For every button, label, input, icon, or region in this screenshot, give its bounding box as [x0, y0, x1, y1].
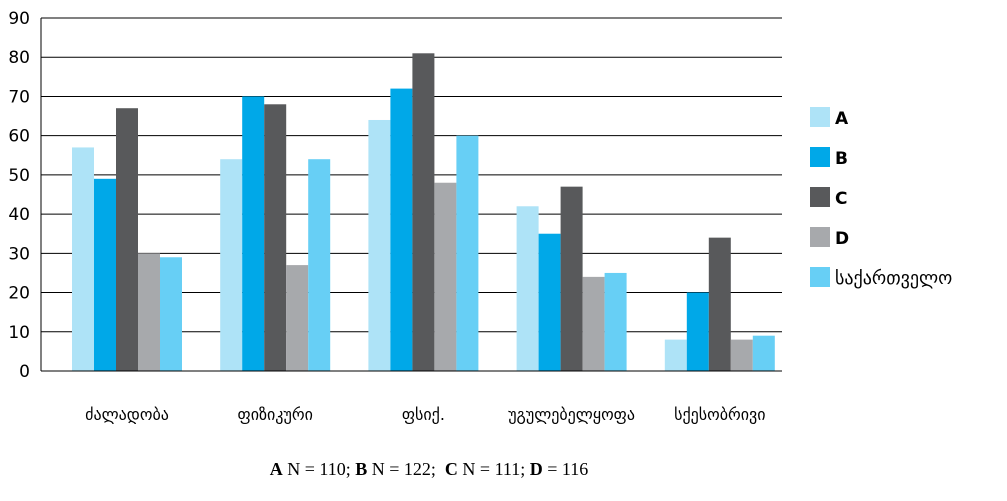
bar-C-3 — [560, 186, 583, 371]
bar-chart: 0 10 20 30 40 50 60 70 80 90 ძალადობა ფიზიკური ფსიქ.… — [8, 9, 952, 424]
footnote-label-d: D — [529, 459, 543, 479]
bar-C-4 — [708, 237, 731, 371]
x-tick-label-0: ძალადობა — [85, 405, 169, 424]
y-tick-label-90: 90 — [8, 9, 30, 29]
y-tick-label-20: 20 — [8, 284, 30, 304]
bar-D-4 — [730, 339, 753, 371]
bar-D-1 — [286, 265, 309, 371]
footnote-text-d: = 116 — [542, 459, 589, 479]
y-tick-label-70: 70 — [8, 87, 30, 107]
legend-swatch-2 — [810, 187, 830, 207]
footnote-label-a: A — [269, 459, 283, 479]
footnote-text-b: N = 122; — [367, 459, 445, 479]
legend-label-0: A — [835, 109, 849, 129]
y-tick-label-0: 0 — [19, 362, 30, 382]
bar-A-4 — [664, 339, 687, 371]
bar-A-2 — [368, 119, 391, 371]
x-tick-label-2: ფსიქ. — [402, 405, 445, 424]
legend-label-2: C — [835, 189, 847, 209]
x-tick-label-3: უგულებელყოფა — [508, 405, 635, 424]
footnote-text-a: N = 110; — [282, 459, 356, 479]
footnote-text-c: N = 111; — [457, 459, 530, 479]
sample-size-footnote: A N = 110; B N = 122; C N = 111; D = 116 — [0, 438, 840, 501]
x-tick-label-1: ფიზიკური — [238, 405, 313, 424]
bar-A-0 — [72, 147, 94, 371]
bar-D-2 — [434, 182, 457, 371]
y-tick-label-40: 40 — [8, 205, 30, 225]
bar-საქართველო-4 — [752, 335, 775, 371]
bar-საქართველო-3 — [604, 272, 627, 371]
y-tick-label-80: 80 — [8, 48, 30, 68]
bar-საქართველო-1 — [308, 159, 331, 371]
bar-B-1 — [242, 96, 265, 371]
bar-C-2 — [412, 53, 435, 372]
bar-საქართველო-2 — [456, 135, 479, 371]
bar-A-3 — [516, 206, 539, 371]
bar-B-0 — [94, 178, 116, 371]
legend-label-3: D — [835, 229, 849, 249]
bar-D-0 — [138, 253, 160, 371]
legend-label-1: B — [835, 149, 848, 169]
footnote-label-b: B — [355, 459, 368, 479]
chart-container: 0 10 20 30 40 50 60 70 80 90 ძალადობა ფიზიკური ფსიქ.… — [8, 9, 952, 479]
legend-swatch-0 — [810, 107, 830, 127]
y-tick-label-10: 10 — [8, 323, 30, 343]
bar-საქართველო-0 — [160, 257, 182, 371]
legend-swatch-4 — [810, 267, 830, 287]
legend-swatch-1 — [810, 147, 830, 167]
bar-A-1 — [220, 159, 243, 371]
y-tick-label-30: 30 — [8, 244, 30, 264]
bar-C-1 — [264, 104, 287, 372]
bar-B-4 — [686, 292, 709, 371]
bar-B-3 — [538, 233, 561, 371]
bar-C-0 — [116, 108, 138, 371]
legend-label-4: საქართველო — [835, 268, 952, 289]
y-tick-label-50: 50 — [8, 166, 30, 186]
x-tick-label-4: სქესობრივი — [674, 405, 765, 424]
footnote-label-c: C — [444, 459, 458, 479]
bar-B-2 — [390, 88, 413, 371]
legend-swatch-3 — [810, 227, 830, 247]
bar-D-3 — [582, 276, 605, 371]
y-tick-label-60: 60 — [8, 127, 30, 147]
